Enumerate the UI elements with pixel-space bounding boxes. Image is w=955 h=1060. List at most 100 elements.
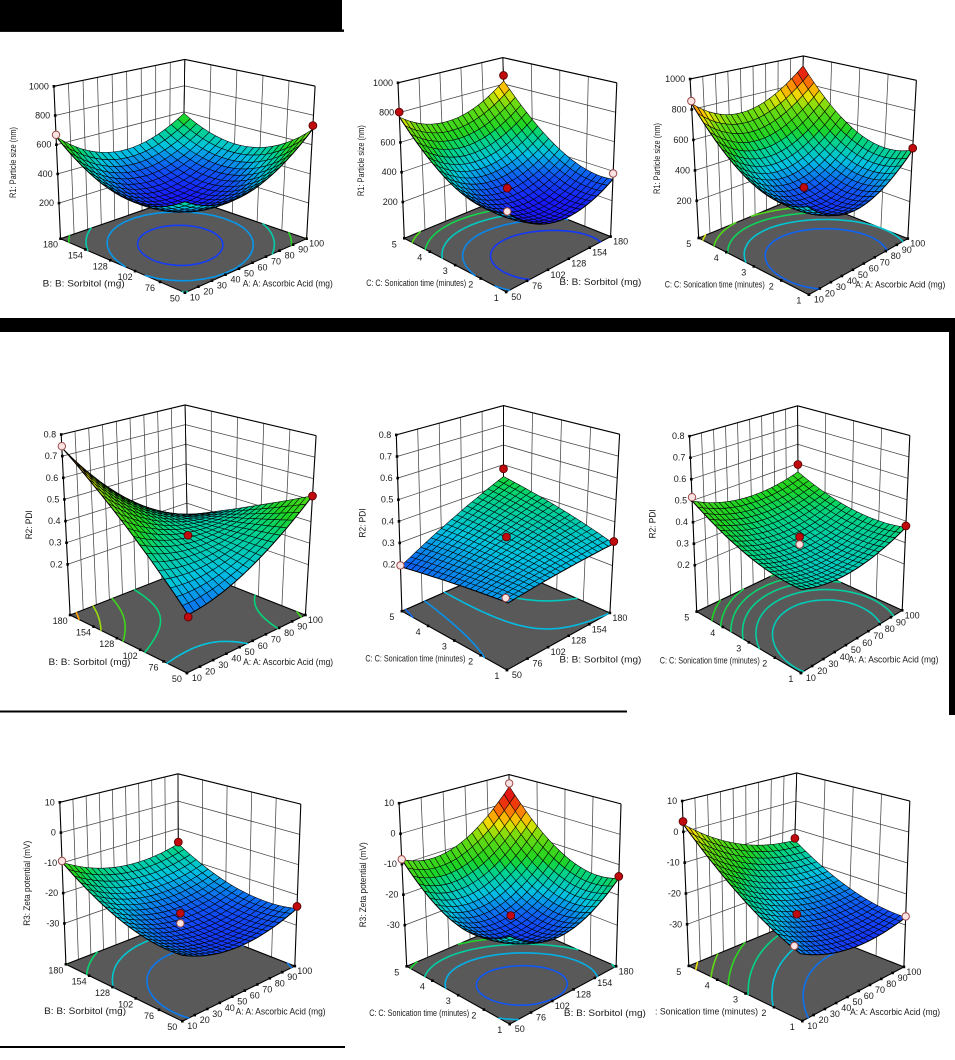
svg-text:1000: 1000 (29, 81, 49, 91)
svg-text:B: B: Sorbitol (mg): B: B: Sorbitol (mg) (43, 279, 125, 290)
svg-text:200: 200 (383, 197, 398, 207)
svg-text:128: 128 (576, 989, 591, 999)
svg-text:0.5: 0.5 (47, 494, 60, 504)
svg-text:: Sonication time (minutes): : Sonication time (minutes) (655, 1007, 758, 1018)
svg-text:40: 40 (231, 654, 241, 664)
svg-text:-10: -10 (44, 858, 57, 868)
svg-text:800: 800 (379, 108, 394, 118)
svg-text:4: 4 (420, 982, 425, 992)
svg-text:180: 180 (53, 616, 68, 626)
svg-text:20: 20 (205, 667, 215, 677)
svg-text:A: A: Ascorbic Acid (mg): A: A: Ascorbic Acid (mg) (243, 279, 333, 290)
svg-text:0.4: 0.4 (381, 516, 394, 526)
svg-text:76: 76 (144, 1011, 154, 1021)
svg-text:30: 30 (218, 660, 228, 670)
svg-text:R2: PDI: R2: PDI (24, 510, 35, 539)
svg-text:90: 90 (896, 617, 906, 627)
svg-text:5: 5 (676, 967, 681, 977)
svg-text:0.5: 0.5 (381, 495, 394, 505)
svg-text:0.6: 0.6 (674, 474, 687, 484)
svg-text:50: 50 (512, 670, 522, 680)
svg-text:0.2: 0.2 (383, 560, 396, 570)
svg-text:-30: -30 (387, 920, 400, 930)
svg-text:128: 128 (93, 261, 108, 271)
svg-text:0.5: 0.5 (675, 496, 688, 506)
svg-text:76: 76 (532, 281, 542, 291)
svg-text:50: 50 (170, 294, 180, 304)
svg-text:154: 154 (597, 978, 612, 988)
svg-text:4: 4 (714, 253, 719, 263)
svg-text:0.3: 0.3 (382, 538, 395, 548)
svg-text:C: C: Sonication time (minutes: C: C: Sonication time (minutes) (365, 654, 465, 665)
svg-text:70: 70 (271, 257, 281, 267)
svg-text:102: 102 (118, 999, 133, 1009)
svg-text:A: A: Ascorbic Acid (mg): A: A: Ascorbic Acid (mg) (243, 657, 333, 668)
svg-text:40: 40 (230, 275, 240, 285)
svg-text:76: 76 (532, 659, 542, 669)
svg-text:0.2: 0.2 (677, 560, 690, 570)
svg-text:180: 180 (43, 240, 58, 250)
svg-text:154: 154 (76, 628, 91, 638)
svg-text:B: B: Sorbitol (mg): B: B: Sorbitol (mg) (559, 277, 641, 288)
svg-text:30: 30 (836, 282, 846, 292)
svg-text:1: 1 (788, 674, 793, 684)
svg-text:200: 200 (39, 198, 54, 208)
svg-text:76: 76 (148, 662, 158, 672)
svg-text:128: 128 (571, 636, 586, 646)
svg-text:30: 30 (828, 659, 838, 669)
svg-text:20: 20 (203, 287, 213, 297)
svg-text:50: 50 (511, 292, 521, 302)
svg-text:20: 20 (200, 1015, 210, 1025)
svg-text:50: 50 (858, 270, 868, 280)
svg-text:60: 60 (869, 264, 879, 274)
svg-text:100: 100 (297, 966, 312, 976)
svg-text:60: 60 (258, 641, 268, 651)
svg-text:R1: Particle size (nm): R1: Particle size (nm) (8, 127, 19, 198)
svg-text:-20: -20 (668, 889, 681, 899)
svg-text:10: 10 (192, 673, 202, 683)
svg-text:102: 102 (123, 651, 138, 661)
svg-text:200: 200 (677, 196, 692, 206)
svg-text:100: 100 (309, 239, 324, 249)
svg-text:C: C: Sonication time (minutes: C: C: Sonication time (minutes) (660, 655, 760, 666)
svg-text:10: 10 (667, 796, 677, 806)
svg-text:20: 20 (819, 1015, 829, 1025)
svg-text:90: 90 (902, 245, 912, 255)
svg-text:C: C: Sonication time (minutes: C: C: Sonication time (minutes) (366, 278, 466, 289)
svg-text:70: 70 (873, 631, 883, 641)
svg-text:5: 5 (389, 612, 394, 622)
svg-text:30: 30 (830, 1009, 840, 1019)
svg-text:70: 70 (271, 634, 281, 644)
svg-text:3: 3 (741, 267, 746, 277)
svg-text:0.6: 0.6 (380, 473, 393, 483)
svg-text:1: 1 (790, 1022, 795, 1032)
svg-text:0.8: 0.8 (379, 430, 392, 440)
svg-text:76: 76 (536, 1013, 546, 1023)
svg-text:50: 50 (237, 997, 247, 1007)
svg-text:800: 800 (672, 105, 687, 115)
svg-text:2: 2 (468, 280, 473, 290)
svg-text:10: 10 (384, 798, 394, 808)
svg-text:100: 100 (308, 615, 323, 625)
svg-text:40: 40 (225, 1003, 235, 1013)
svg-text:0: 0 (673, 827, 678, 837)
svg-text:-20: -20 (385, 890, 398, 900)
svg-text:10: 10 (814, 295, 824, 305)
svg-text:90: 90 (298, 245, 308, 255)
svg-text:20: 20 (817, 666, 827, 676)
svg-text:50: 50 (244, 269, 254, 279)
svg-text:R2: PDI: R2: PDI (648, 509, 659, 538)
svg-text:102: 102 (550, 270, 565, 280)
svg-text:800: 800 (35, 111, 50, 121)
svg-text:-10: -10 (667, 858, 680, 868)
svg-text:70: 70 (880, 257, 890, 267)
svg-text:3: 3 (736, 643, 741, 653)
svg-text:90: 90 (898, 973, 908, 983)
svg-text:2: 2 (468, 656, 473, 666)
svg-text:50: 50 (245, 647, 255, 657)
svg-text:1: 1 (497, 1025, 502, 1035)
svg-text:1: 1 (494, 671, 499, 681)
svg-text:40: 40 (847, 276, 857, 286)
svg-text:180: 180 (48, 965, 63, 975)
svg-text:3: 3 (733, 995, 738, 1005)
